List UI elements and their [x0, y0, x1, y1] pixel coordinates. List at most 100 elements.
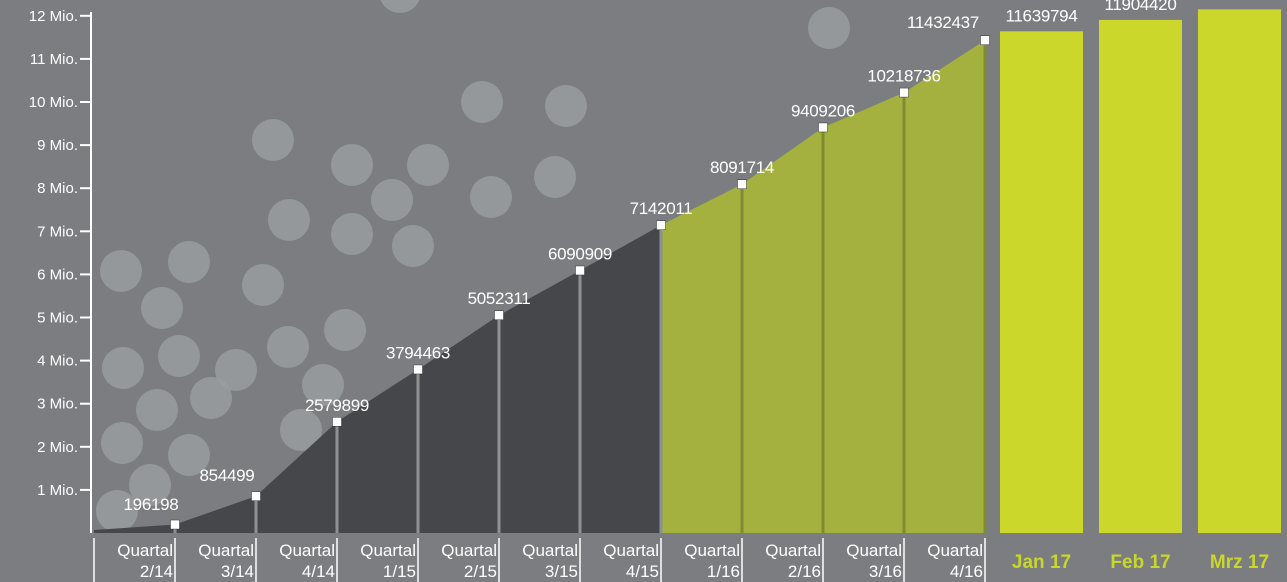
- data-label: 11432437: [907, 13, 979, 32]
- y-tick-label: 6 Mio.: [37, 266, 78, 283]
- x-tick-label: 4/15: [626, 562, 659, 581]
- x-tick-label: Quartal: [765, 541, 821, 560]
- background-circle: [96, 490, 138, 532]
- data-label: 9409206: [791, 101, 855, 120]
- y-tick-label: 4 Mio.: [37, 353, 78, 370]
- data-marker: [980, 35, 990, 46]
- background-circle: [268, 199, 310, 241]
- data-label: 10218736: [867, 67, 940, 86]
- data-marker: [899, 87, 909, 98]
- data-labels: 196198 854499 2579899 3794463 5052311 6090909…: [124, 0, 1177, 514]
- x-tick-label: 3/14: [221, 562, 254, 581]
- y-tick-label: 3 Mio.: [37, 396, 78, 413]
- x-tick-label: 2/15: [464, 562, 497, 581]
- data-marker: [170, 519, 180, 530]
- background-circle: [534, 156, 576, 198]
- month-label: Feb 17: [1110, 552, 1170, 573]
- data-label: 5052311: [468, 289, 531, 308]
- y-tick-label: 5 Mio.: [37, 310, 78, 327]
- background-circle: [141, 287, 183, 329]
- background-circle: [331, 144, 373, 186]
- background-circle: [215, 349, 257, 391]
- x-tick-label: 3/16: [869, 562, 902, 581]
- x-tick-label: 3/15: [545, 562, 578, 581]
- background-circle: [461, 81, 503, 123]
- x-tick-label: Quartal: [117, 541, 173, 560]
- y-tick-label: 2 Mio.: [37, 439, 78, 456]
- background-circle: [267, 326, 309, 368]
- x-tick-label: 1/15: [383, 562, 416, 581]
- data-label: 8091714: [710, 158, 774, 177]
- bar-jan-17: [1000, 31, 1083, 533]
- x-tick-label: Quartal: [441, 541, 497, 560]
- background-circle: [380, 0, 420, 13]
- x-axis-labels: Quartal 2/14 Quartal 3/14 Quartal 4/14 Quartal…: [93, 538, 1269, 582]
- bar-feb-17: [1099, 19, 1182, 534]
- background-circle: [100, 250, 142, 292]
- data-label: 6090909: [548, 244, 612, 263]
- background-circle: [158, 335, 200, 377]
- background-circle: [470, 176, 512, 218]
- x-tick-label: Quartal: [684, 541, 740, 560]
- x-tick-label: 2/16: [788, 562, 821, 581]
- y-tick-label: 9 Mio.: [37, 137, 78, 154]
- data-marker: [332, 417, 342, 427]
- x-tick-label: Quartal: [522, 541, 578, 560]
- bar-data-label: 11904420: [1105, 0, 1177, 14]
- data-marker: [494, 310, 504, 320]
- background-circle: [252, 119, 294, 161]
- background-circle: [168, 241, 210, 283]
- month-label: Mrz 17: [1210, 552, 1269, 573]
- x-tick-label: 2/14: [140, 562, 173, 581]
- x-tick-label: Quartal: [927, 541, 983, 560]
- background-circle: [136, 389, 178, 431]
- data-marker: [251, 491, 261, 501]
- area-2014-2015: [94, 225, 661, 533]
- x-tick-label: 4/14: [302, 562, 335, 581]
- background-circle: [371, 179, 413, 221]
- background-circle: [302, 364, 344, 406]
- data-marker: [413, 364, 423, 375]
- y-tick-label: 11 Mio.: [30, 51, 78, 68]
- background-circle: [808, 7, 850, 49]
- data-label: 2579899: [305, 396, 369, 415]
- data-label: 3794463: [386, 343, 450, 362]
- y-tick-label: 12 Mio.: [29, 8, 78, 25]
- data-label: 196198: [124, 495, 179, 514]
- y-tick-label: 7 Mio.: [37, 223, 78, 240]
- data-marker: [575, 265, 585, 276]
- background-circle: [280, 409, 322, 451]
- decorative-circles: [96, 0, 850, 532]
- background-circle: [168, 434, 210, 476]
- x-tick-label: 1/16: [707, 562, 740, 581]
- bar-mrz-17: [1198, 9, 1281, 533]
- value-stems: [173, 40, 987, 533]
- data-label: 7142011: [630, 199, 693, 218]
- data-marker: [818, 122, 828, 133]
- x-tick-label: Quartal: [279, 541, 335, 560]
- x-tick-label: Quartal: [360, 541, 416, 560]
- background-circle: [102, 347, 144, 389]
- x-tick-label: 4/16: [950, 562, 983, 581]
- month-bars: [1000, 9, 1281, 534]
- background-circle: [242, 264, 284, 306]
- background-circle: [129, 464, 171, 506]
- background-circle: [545, 85, 587, 127]
- background-circle: [392, 225, 434, 267]
- x-tick-label: Quartal: [603, 541, 659, 560]
- background-circle: [331, 213, 373, 255]
- background-circle: [407, 144, 449, 186]
- background-circle: [324, 309, 366, 351]
- background-circle: [101, 422, 143, 464]
- data-marker: [656, 220, 666, 230]
- background-circle: [190, 377, 232, 419]
- x-tick-label: Quartal: [846, 541, 902, 560]
- data-marker: [737, 179, 747, 189]
- month-label: Jan 17: [1012, 552, 1071, 573]
- y-axis: 1 Mio. 2 Mio. 3 Mio. 4 Mio. 5 Mio. 6 Mio. 7 Mi…: [29, 8, 92, 533]
- bar-data-label: 11639794: [1006, 6, 1078, 25]
- data-label: 854499: [200, 466, 255, 485]
- data-markers: [170, 35, 990, 530]
- y-tick-label: 10 Mio.: [29, 94, 78, 111]
